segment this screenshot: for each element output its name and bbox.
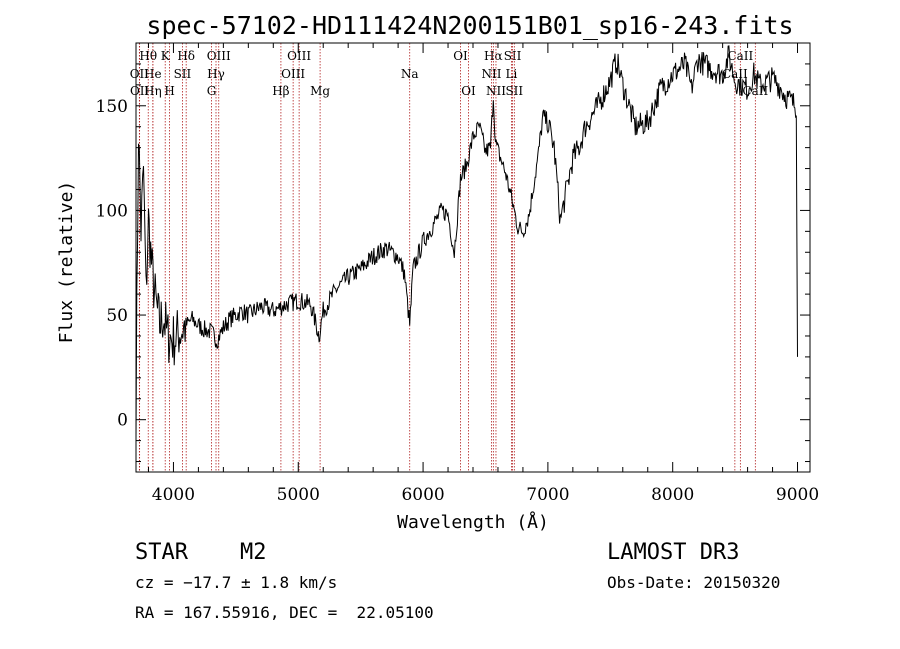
marker-label-9: OIII: [207, 49, 231, 63]
marker-label-2: OII: [130, 84, 150, 98]
coordinates: RA = 167.55916, DEC = 22.05100: [135, 603, 434, 622]
redshift-velocity: cz = −17.7 ± 1.8 km/s: [135, 573, 338, 592]
marker-label-1: Hθ: [139, 49, 157, 63]
marker-label-14: OIII: [281, 67, 305, 81]
x-tick-label-6000: 6000: [401, 485, 444, 505]
spectrum-chart: spec-57102-HD111424N200151B01_sp16-243.f…: [56, 11, 819, 533]
marker-label-7: Hδ: [177, 49, 195, 63]
marker-label-6: H: [164, 84, 174, 98]
marker-label-8: SII: [174, 67, 192, 81]
y-tick-label-0: 0: [117, 411, 128, 431]
marker-label-25: CaII: [727, 49, 753, 63]
x-tick-label-4000: 4000: [152, 485, 195, 505]
marker-label-16: Na: [401, 67, 419, 81]
marker-label-13: OIII: [287, 49, 311, 63]
y-tick-label-100: 100: [96, 201, 128, 221]
x-axis-label: Wavelength (Å): [397, 511, 549, 533]
observation-date: Obs-Date: 20150320: [607, 573, 781, 592]
marker-label-17: OI: [453, 49, 468, 63]
spectrum-line: [135, 45, 798, 439]
marker-label-4: Hη: [144, 84, 162, 98]
y-tick-label-150: 150: [96, 97, 128, 117]
object-subclass: M2: [240, 540, 267, 565]
marker-label-5: K: [161, 49, 171, 63]
marker-label-19: Hα: [484, 49, 503, 63]
marker-label-26: CaII: [722, 67, 748, 81]
marker-label-12: Hβ: [272, 84, 289, 98]
marker-label-18: OI: [461, 84, 476, 98]
marker-label-24: SII: [505, 84, 523, 98]
x-tick-label-9000: 9000: [776, 485, 819, 505]
object-type: STAR: [135, 540, 188, 565]
marker-label-10: Hγ: [207, 67, 225, 81]
y-axis-label: Flux (relative): [56, 181, 77, 344]
x-tick-label-7000: 7000: [526, 485, 569, 505]
x-tick-label-8000: 8000: [651, 485, 694, 505]
x-tick-label-5000: 5000: [277, 485, 320, 505]
marker-label-23: Li: [506, 67, 518, 81]
marker-label-11: G: [207, 84, 217, 98]
plot-frame: [135, 42, 811, 473]
marker-label-22: SII: [504, 49, 522, 63]
marker-label-21: NII: [486, 84, 506, 98]
y-tick-label-50: 50: [106, 306, 128, 326]
axis-ticks: 4000 5000 6000 7000 8000 9000 0 50 100 150: [96, 43, 819, 505]
marker-label-15: Mg: [310, 84, 330, 98]
chart-title: spec-57102-HD111424N200151B01_sp16-243.f…: [146, 11, 793, 40]
survey-name: LAMOST DR3: [607, 540, 740, 565]
marker-label-20: NII: [481, 67, 501, 81]
